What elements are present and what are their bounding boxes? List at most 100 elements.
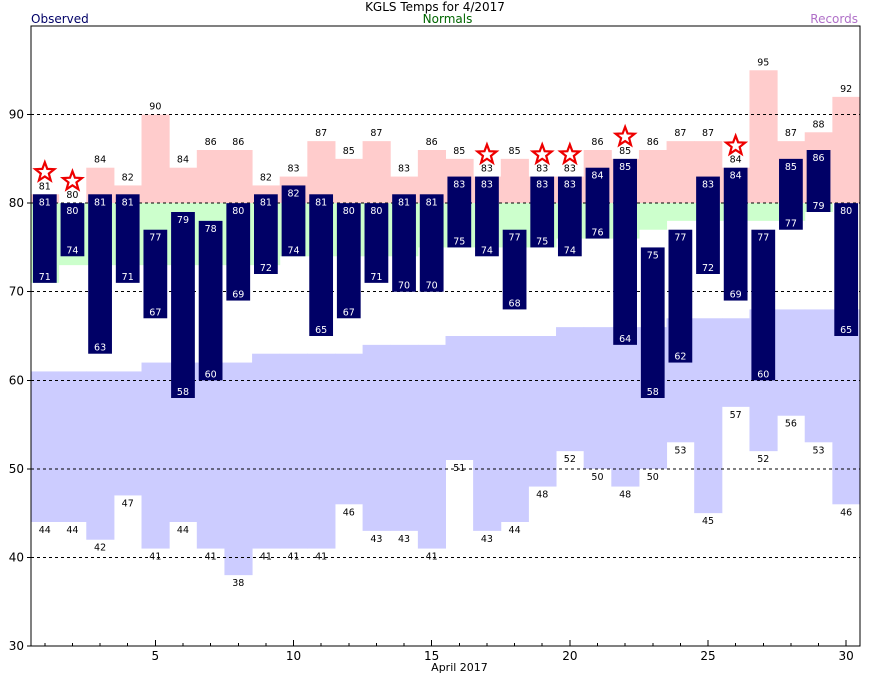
observed-bar [309,194,334,336]
record-low-band [832,309,861,505]
observed-low-label: 71 [122,272,134,283]
record-high-label: 87 [674,128,686,139]
observed-bar [806,150,831,212]
record-high-label: 80 [66,190,78,201]
record-low-label: 44 [509,525,521,536]
record-star-icon [723,132,749,157]
record-low-band [473,336,502,531]
observed-low-label: 75 [453,236,465,247]
observed-bar [696,176,720,274]
observed-bar [60,203,85,257]
observed-bar [171,212,195,398]
record-low-label: 41 [205,552,217,563]
record-low-label: 52 [564,454,576,465]
record-low-band [528,336,557,487]
record-high-label: 84 [177,155,189,166]
record-high-band [334,158,364,204]
record-low-band [196,362,225,549]
record-low-label: 44 [66,525,78,536]
observed-low-label: 60 [205,369,217,380]
observed-bar [530,176,555,248]
record-high-label: 95 [757,57,769,68]
record-low-label: 43 [370,534,382,545]
observed-high-label: 80 [232,206,244,217]
observed-high-label: 80 [66,206,78,217]
record-high-band [196,150,225,204]
record-low-label: 43 [398,534,410,545]
observed-high-label: 84 [591,171,603,182]
record-high-label: 84 [94,155,106,166]
record-low-label: 53 [813,445,825,456]
x-axis-label: April 2017 [431,661,488,674]
observed-high-label: 78 [205,224,217,235]
record-high-band [749,70,778,204]
record-low-band [252,353,281,549]
record-high-band [417,150,446,204]
record-low-band [445,336,474,460]
observed-high-label: 77 [149,233,161,244]
x-tick-label: 5 [152,649,160,663]
observed-bars [32,150,859,398]
y-tick-label: 80 [9,196,24,210]
record-high-label: 87 [702,128,714,139]
record-low-label: 42 [94,543,106,554]
record-high-band [141,114,170,204]
observed-legend-label: Observed [31,12,89,26]
observed-bar [557,176,582,257]
observed-low-label: 65 [840,325,852,336]
record-star-icon [557,141,583,166]
observed-high-label: 83 [702,180,714,191]
x-tick-label: 30 [839,649,854,663]
record-high-label: 82 [260,172,272,183]
observed-bar [281,185,306,257]
observed-high-label: 77 [757,233,769,244]
record-high-label: 84 [730,155,742,166]
record-low-label: 46 [840,507,852,518]
observed-low-label: 58 [177,387,189,398]
observed-high-label: 86 [813,153,825,164]
observed-bar [419,194,444,292]
observed-high-label: 79 [177,215,189,226]
observed-low-label: 74 [481,245,493,256]
observed-low-label: 72 [702,263,714,274]
observed-high-label: 80 [370,206,382,217]
observed-low-label: 69 [232,290,244,301]
observed-low-label: 70 [398,281,410,292]
observed-high-label: 83 [453,180,465,191]
observed-high-label: 83 [536,180,548,191]
record-low-band [583,327,612,469]
chart-title: KGLS Temps for 4/2017 [365,0,505,14]
record-low-label: 41 [426,552,438,563]
record-low-band [417,344,446,549]
observed-bar [115,194,140,283]
observed-bar [143,229,168,319]
record-high-label: 87 [785,128,797,139]
record-high-band [832,96,861,204]
observed-low-label: 79 [813,201,825,212]
record-low-band [334,353,364,505]
record-low-band [721,318,750,407]
observed-low-label: 58 [647,387,659,398]
record-high-band [307,141,336,204]
y-tick-label: 50 [9,462,24,476]
observed-bar [668,229,693,363]
record-low-band [694,318,723,514]
observed-bar [640,247,665,398]
records-legend-label: Records [810,12,858,26]
normals-legend-label: Normals [422,12,473,26]
observed-bar [336,203,361,319]
record-low-label: 45 [702,516,714,527]
record-high-label: 83 [287,164,299,175]
record-high-label: 83 [564,164,576,175]
y-tick-label: 90 [9,108,24,122]
record-low-band [307,353,336,549]
observed-high-label: 80 [840,206,852,217]
record-low-label: 52 [757,454,769,465]
record-low-label: 38 [232,578,244,589]
normal-band [638,203,668,230]
value-labels: 81 71 81 44 80 74 80 44 81 63 84 42 81 71 82 47 77 67 90 41… [39,57,852,589]
observed-high-label: 85 [619,162,631,173]
record-low-label: 50 [591,472,603,483]
record-star-icon [529,141,555,166]
record-low-label: 41 [260,552,272,563]
